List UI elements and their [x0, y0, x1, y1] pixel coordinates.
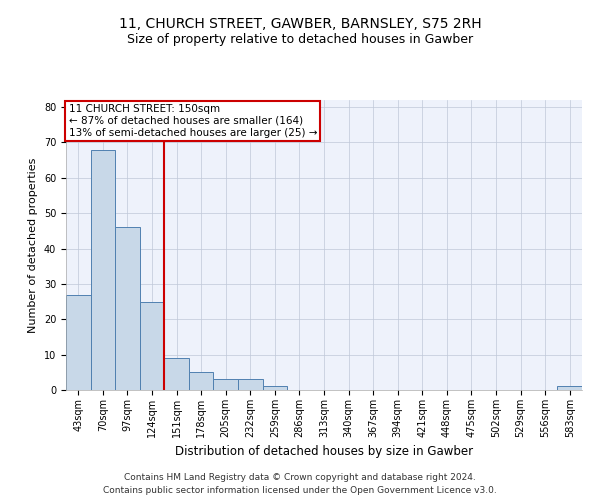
Bar [263, 386, 287, 390]
Text: Contains HM Land Registry data © Crown copyright and database right 2024.
Contai: Contains HM Land Registry data © Crown c… [103, 474, 497, 495]
Bar [214, 380, 238, 390]
Bar [189, 372, 214, 390]
Text: 11 CHURCH STREET: 150sqm
← 87% of detached houses are smaller (164)
13% of semi-: 11 CHURCH STREET: 150sqm ← 87% of detach… [68, 104, 317, 138]
Bar [557, 386, 582, 390]
X-axis label: Distribution of detached houses by size in Gawber: Distribution of detached houses by size … [175, 446, 473, 458]
Y-axis label: Number of detached properties: Number of detached properties [28, 158, 38, 332]
Bar [164, 358, 189, 390]
Text: Size of property relative to detached houses in Gawber: Size of property relative to detached ho… [127, 32, 473, 46]
Bar [91, 150, 115, 390]
Bar [238, 380, 263, 390]
Bar [140, 302, 164, 390]
Bar [115, 228, 140, 390]
Bar [66, 294, 91, 390]
Text: 11, CHURCH STREET, GAWBER, BARNSLEY, S75 2RH: 11, CHURCH STREET, GAWBER, BARNSLEY, S75… [119, 18, 481, 32]
